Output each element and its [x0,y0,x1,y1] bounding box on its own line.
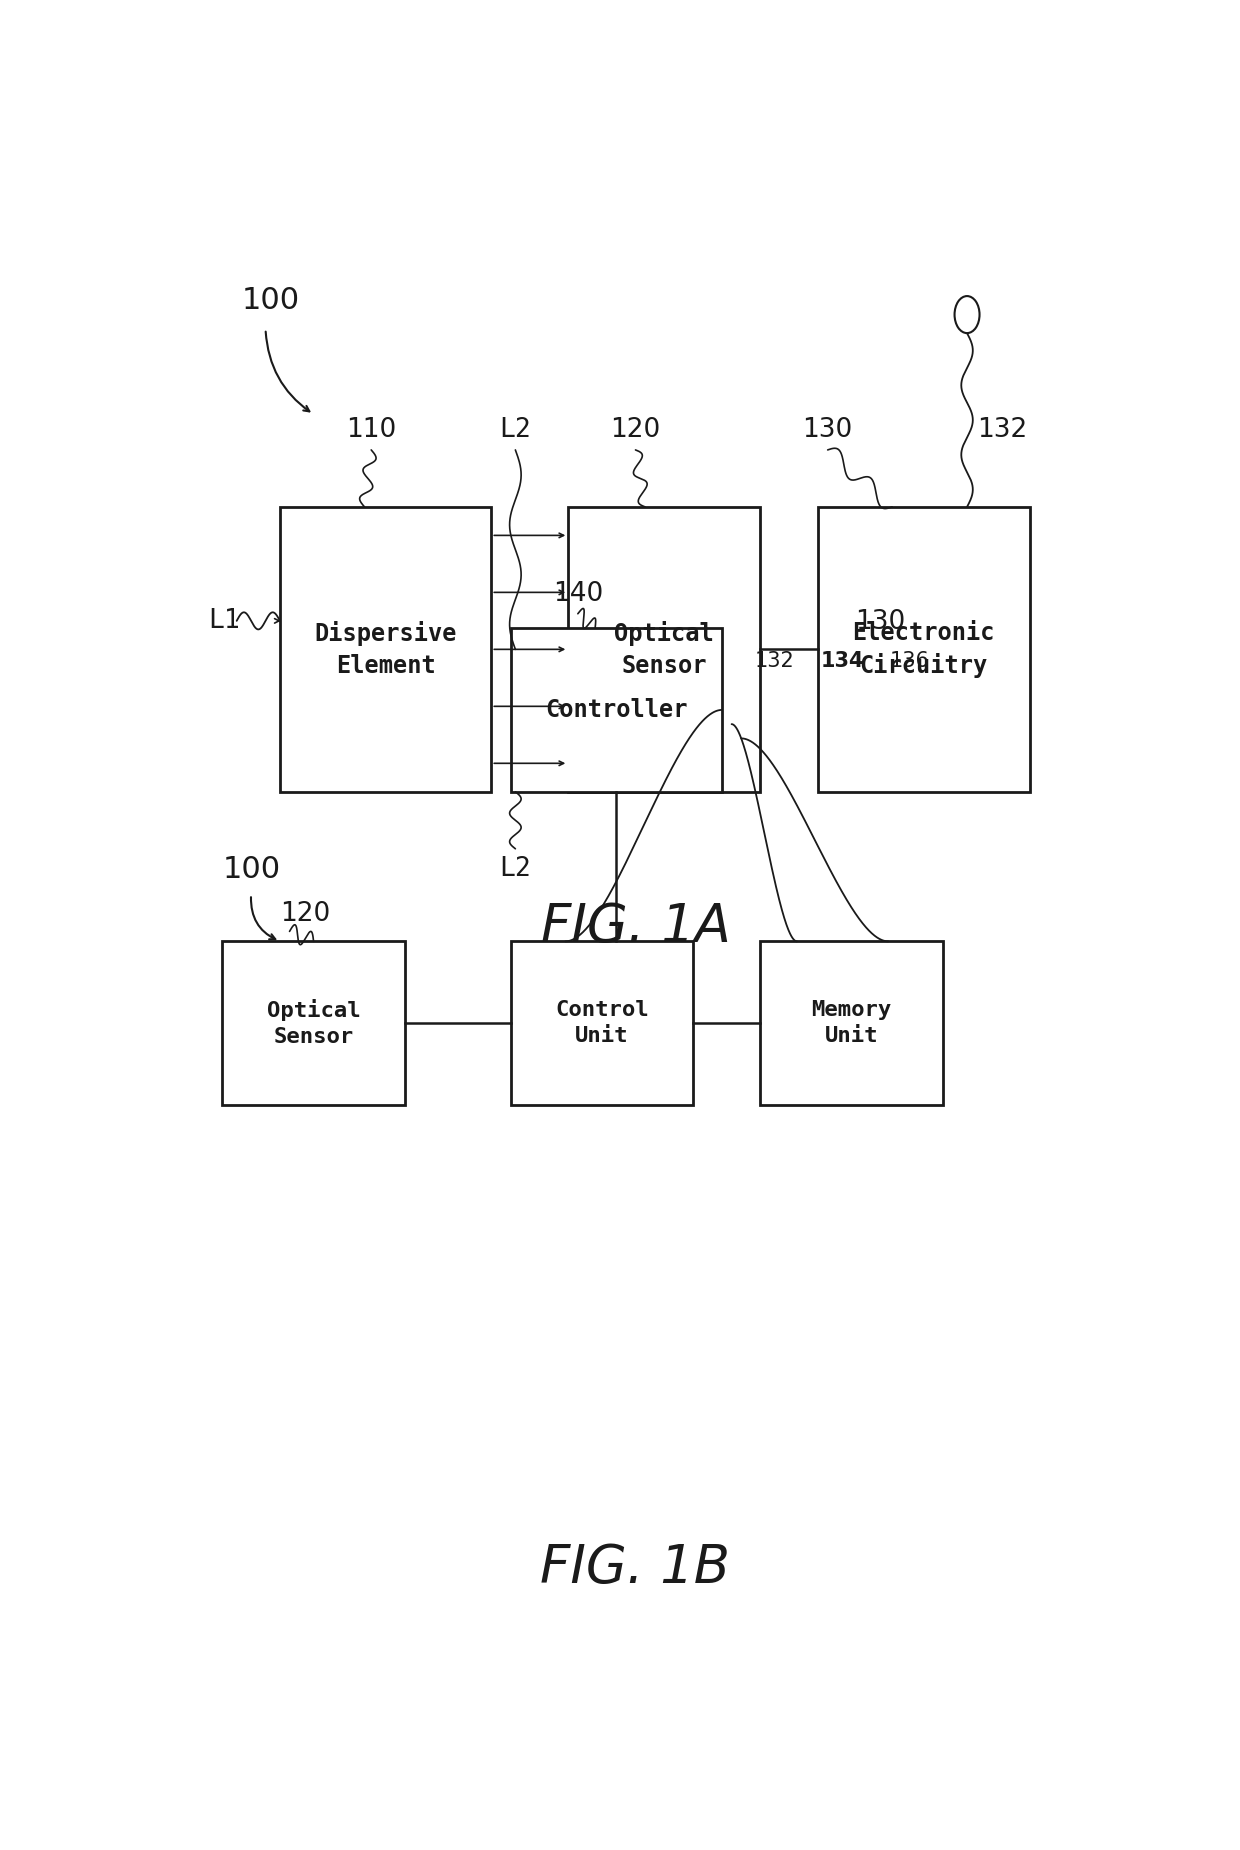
Text: FIG. 1A: FIG. 1A [541,901,730,953]
Text: 132: 132 [755,651,795,672]
Bar [760,942,942,1104]
Text: L2: L2 [500,416,531,442]
Bar [511,942,693,1104]
Bar [818,507,1029,792]
Text: Optical
Sensor: Optical Sensor [615,622,714,677]
Text: 120: 120 [280,901,330,927]
Text: Memory
Unit: Memory Unit [812,1001,892,1047]
Text: 134: 134 [821,651,864,672]
Bar [222,942,404,1104]
Text: 136: 136 [889,651,929,672]
Text: L2: L2 [500,857,531,882]
Text: FIG. 1B: FIG. 1B [541,1543,730,1595]
Text: 130: 130 [802,416,853,442]
Text: 100: 100 [222,855,280,884]
Bar [511,627,722,792]
Text: 100: 100 [242,285,300,314]
Text: 110: 110 [346,416,397,442]
Text: 132: 132 [977,416,1027,442]
Text: Control
Unit: Control Unit [556,1001,649,1047]
Text: Electronic
Circuitry: Electronic Circuitry [853,622,994,677]
Text: Optical
Sensor: Optical Sensor [267,999,361,1047]
Text: L1: L1 [208,609,239,635]
Bar [568,507,760,792]
Text: Dispersive
Element: Dispersive Element [315,622,456,677]
Text: Controller: Controller [546,697,687,722]
Text: 130: 130 [856,609,905,635]
Bar [280,507,491,792]
Text: 140: 140 [553,581,603,607]
Text: 120: 120 [610,416,661,442]
